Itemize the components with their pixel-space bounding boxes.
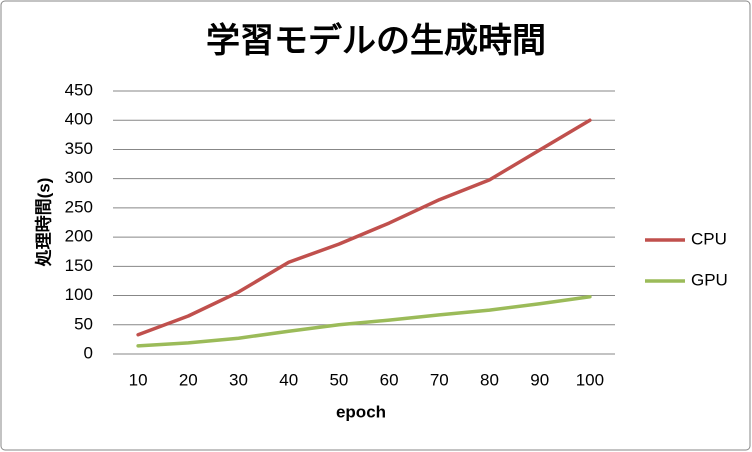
y-tick-label: 0 xyxy=(84,343,93,362)
y-tick-label: 400 xyxy=(65,110,93,129)
y-tick-label: 300 xyxy=(65,168,93,187)
y-tick-label: 350 xyxy=(65,139,93,158)
x-tick-label: 80 xyxy=(480,370,499,389)
x-tick-label: 90 xyxy=(530,370,549,389)
y-tick-label: 450 xyxy=(65,80,93,99)
data-line xyxy=(136,118,592,337)
x-tick-label: 40 xyxy=(279,370,298,389)
x-tick-label: 20 xyxy=(179,370,198,389)
data-line xyxy=(136,294,592,348)
y-tick-label: 200 xyxy=(65,227,93,246)
y-axis-title: 処理時間(s) xyxy=(33,178,53,268)
x-tick-label: 70 xyxy=(430,370,449,389)
y-tick-label: 50 xyxy=(74,314,93,333)
x-tick-label: 30 xyxy=(229,370,248,389)
x-tick-label: 100 xyxy=(576,370,604,389)
chart-title: 学習モデルの生成時間 xyxy=(206,21,546,60)
legend-label: CPU xyxy=(691,229,727,248)
x-tick-label: 10 xyxy=(129,370,148,389)
x-tick-label: 60 xyxy=(380,370,399,389)
y-tick-label: 150 xyxy=(65,256,93,275)
y-tick-label: 100 xyxy=(65,285,93,304)
x-tick-label: 50 xyxy=(329,370,348,389)
x-axis-title: epoch xyxy=(336,402,386,421)
legend-label: GPU xyxy=(691,270,728,289)
y-tick-label: 250 xyxy=(65,197,93,216)
